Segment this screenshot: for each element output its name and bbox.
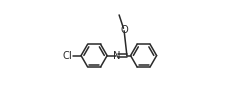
Text: Cl: Cl [62,51,72,61]
Text: O: O [120,25,128,35]
Text: N: N [113,51,121,61]
